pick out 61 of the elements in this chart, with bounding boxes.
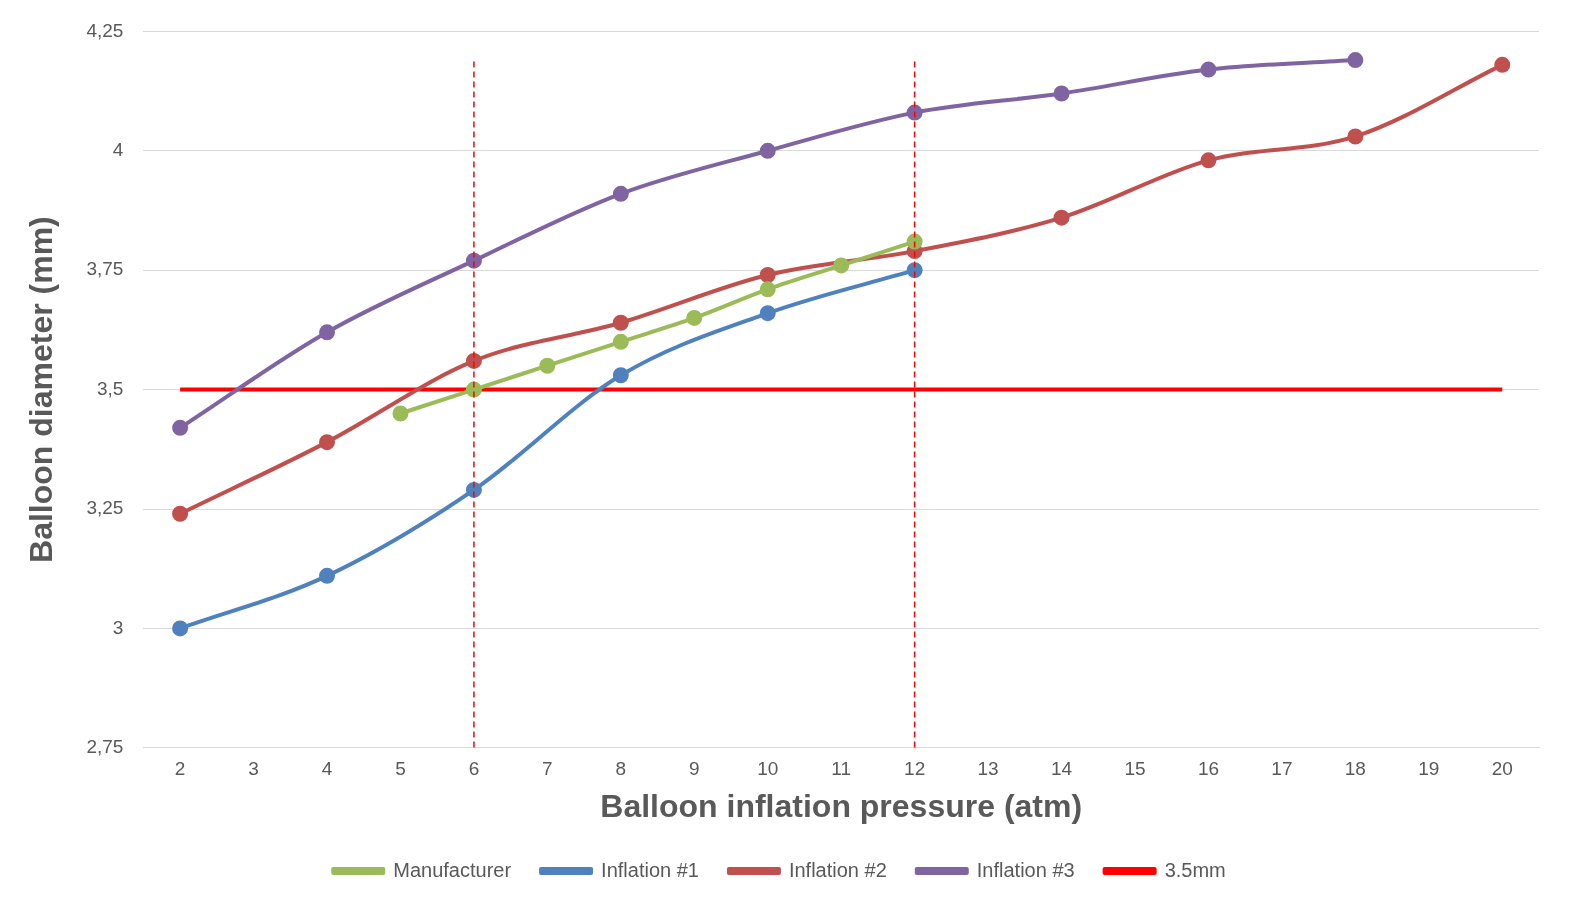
point: [759, 281, 776, 298]
legend-label: Inflation #2: [788, 858, 887, 881]
x-tick-label: 19: [1418, 758, 1440, 780]
point: [1347, 128, 1364, 145]
y-tick-label: 3,25: [86, 497, 124, 519]
point: [539, 357, 556, 374]
x-tick-label: 16: [1197, 758, 1220, 780]
point: [759, 142, 776, 159]
y-tick-label: 2,75: [86, 736, 124, 758]
legend-label: 3.5mm: [1164, 858, 1226, 881]
x-tick-label: 8: [615, 758, 627, 780]
y-tick-label: 3: [112, 616, 124, 638]
x-tick-label: 20: [1491, 758, 1513, 780]
x-tick-label: 13: [977, 758, 999, 780]
x-tick-label: 12: [904, 758, 926, 780]
point: [1053, 85, 1070, 102]
point: [612, 314, 629, 331]
x-tick-label: 3: [248, 758, 259, 780]
x-axis-title: Balloon inflation pressure (atm): [600, 787, 1083, 824]
point: [1347, 52, 1364, 69]
x-tick-label: 7: [542, 758, 553, 780]
point: [612, 367, 629, 384]
x-tick-label: 4: [321, 758, 333, 780]
point: [319, 434, 336, 451]
legend-label: Manufacturer: [393, 858, 512, 881]
point: [759, 305, 776, 322]
x-tick-label: 6: [468, 758, 480, 780]
y-tick-label: 4: [112, 139, 124, 161]
point: [759, 266, 776, 283]
x-tick-label: 10: [757, 758, 779, 780]
x-tick-label: 5: [395, 758, 406, 780]
y-tick-label: 3,75: [86, 258, 124, 280]
point: [1053, 209, 1070, 226]
point: [906, 262, 923, 279]
y-axis-title: Balloon diameter (mm): [23, 216, 60, 563]
x-tick-label: 15: [1124, 758, 1146, 780]
point: [612, 185, 629, 202]
y-tick-label: 4,25: [86, 19, 124, 41]
point: [172, 505, 189, 522]
point: [172, 620, 189, 637]
x-tick-label: 17: [1271, 758, 1293, 780]
point: [906, 233, 923, 250]
x-tick-label: 14: [1050, 758, 1073, 780]
point: [392, 405, 409, 422]
x-tick-label: 9: [688, 758, 700, 780]
x-tick-label: 18: [1344, 758, 1366, 780]
x-tick-label: 11: [831, 758, 852, 780]
x-tick-label: 2: [174, 758, 186, 780]
point: [1494, 56, 1511, 73]
point: [833, 257, 850, 274]
point: [906, 104, 923, 121]
point: [612, 333, 629, 350]
legend-label: Inflation #3: [976, 858, 1075, 881]
point: [172, 419, 189, 436]
y-tick-label: 3,5: [96, 377, 124, 399]
point: [1200, 152, 1217, 169]
point: [319, 567, 336, 584]
point: [1200, 61, 1217, 78]
legend-label: Inflation #1: [601, 858, 699, 881]
point: [686, 309, 703, 326]
point: [319, 324, 336, 341]
